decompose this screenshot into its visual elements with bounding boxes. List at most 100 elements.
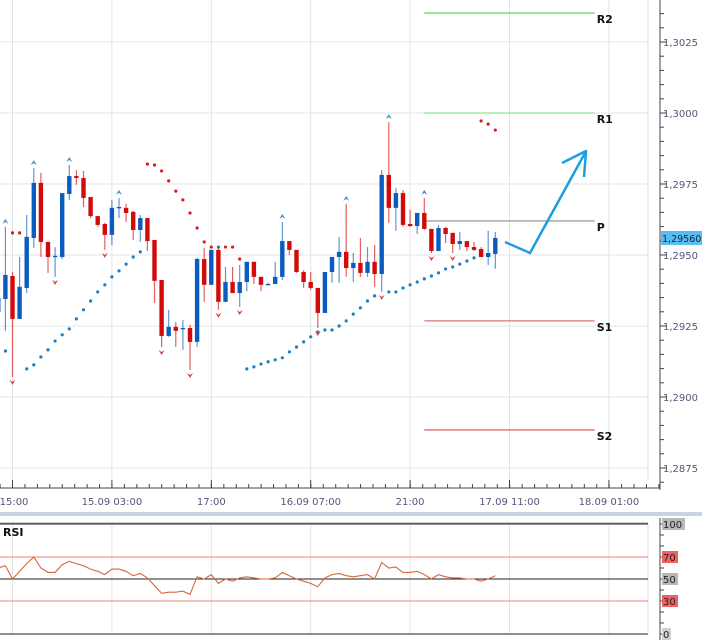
candle	[194, 257, 200, 348]
candle	[344, 203, 349, 277]
bear-candle-body	[429, 228, 434, 252]
fractal-down-icon	[101, 252, 108, 258]
bear-candle-body	[88, 197, 93, 217]
candle	[95, 216, 100, 227]
candle	[322, 272, 328, 313]
sar-dot	[145, 162, 149, 166]
time-tick-label: 18.09 01:00	[579, 497, 640, 508]
fractal-down-icon	[314, 330, 321, 336]
candle	[187, 324, 193, 371]
candle	[10, 272, 15, 377]
sar-dot	[493, 128, 497, 132]
candle	[74, 170, 79, 185]
bear-candle-body	[386, 174, 391, 208]
sar-dot	[273, 358, 277, 362]
candle	[450, 232, 455, 254]
bear-candle-body	[464, 241, 470, 248]
sar-dot	[365, 299, 370, 303]
fractal-up-icon	[66, 156, 73, 162]
candle	[45, 241, 51, 273]
arrow-head-icon	[561, 149, 588, 178]
candle	[329, 256, 335, 283]
bear-candle-body	[230, 281, 235, 294]
bear-candle-body	[422, 212, 427, 229]
bear-candle-body	[187, 327, 193, 342]
bull-candle-body	[52, 255, 58, 258]
sar-dot	[181, 198, 185, 202]
fractal-up-icon	[116, 189, 122, 195]
bull-candle-body	[493, 237, 498, 254]
sar-dot	[344, 319, 348, 323]
sar-dot	[25, 367, 29, 371]
bear-candle-body	[287, 241, 292, 250]
trend-arrow-annotation[interactable]	[504, 149, 588, 255]
sar-dot	[10, 231, 15, 235]
candle	[88, 197, 93, 219]
time-axis[interactable]: 15:00 15.09 03:00 17:00 16.09 07:00 21:00 17.…	[0, 480, 702, 516]
sar-dot	[337, 324, 341, 328]
candle	[223, 266, 228, 302]
rsi-level-badge	[662, 628, 671, 640]
sar-dot	[131, 255, 135, 259]
candle	[17, 256, 22, 319]
sar-dot	[358, 306, 362, 310]
candle	[407, 209, 413, 227]
bear-candle-body	[131, 211, 136, 231]
price-tick-label: 1,2975	[663, 180, 698, 191]
bull-candle-body	[180, 327, 186, 330]
candle	[336, 236, 342, 283]
candle	[478, 247, 484, 257]
bull-candle-body	[0, 297, 1, 312]
price-tick-label: 1,3000	[663, 109, 698, 120]
candle	[436, 224, 441, 252]
price-axis[interactable]: 1,2875 1,2900 1,2925 1,2950 1,2975 1,3000 1,30…	[659, 0, 702, 490]
sar-dot	[238, 257, 242, 261]
bear-candle-body	[443, 228, 448, 234]
candle	[159, 279, 164, 348]
bear-candle-body	[344, 251, 349, 269]
bear-candle-body	[301, 272, 306, 282]
sar-dot	[124, 262, 128, 266]
pivot-label-p: P	[597, 221, 605, 234]
bear-candle-body	[102, 224, 107, 235]
current-price-label: 1,29560	[662, 234, 701, 245]
candle	[145, 218, 150, 252]
bull-candle-body	[244, 261, 249, 282]
candle	[251, 261, 257, 284]
bull-candle-body	[322, 272, 328, 313]
sar-dot	[223, 245, 228, 249]
sar-dot	[60, 333, 64, 337]
bear-candle-body	[294, 249, 299, 273]
time-tick-label: 21:00	[396, 497, 425, 508]
sar-dot	[96, 290, 100, 294]
sar-dot	[422, 277, 426, 281]
fractal-down-icon	[158, 350, 165, 356]
sar-dot	[103, 283, 107, 287]
bull-candle-body	[109, 207, 115, 235]
candle	[280, 222, 285, 280]
bull-candle-body	[17, 286, 22, 319]
bull-candle-body	[393, 193, 399, 208]
price-tick-label: 1,2950	[663, 251, 698, 262]
candle	[202, 247, 207, 302]
bear-candle-body	[95, 216, 100, 225]
sar-dot	[444, 267, 448, 271]
sar-dot	[138, 250, 142, 254]
bull-candle-body	[116, 207, 122, 209]
sar-dot	[117, 269, 121, 273]
time-tick-label: 15:00	[0, 497, 28, 508]
bear-candle-body	[478, 249, 484, 257]
sar-dot	[330, 328, 334, 332]
bull-candle-body	[329, 256, 335, 273]
sar-dot	[160, 169, 164, 173]
sar-dot	[479, 119, 483, 123]
sar-dot	[302, 340, 306, 344]
bull-candle-body	[273, 276, 278, 284]
candle	[457, 231, 462, 250]
current-price-badge	[661, 230, 702, 245]
sar-dot	[294, 345, 299, 349]
sar-dot	[152, 163, 157, 167]
candle	[216, 247, 221, 310]
sar-dot	[209, 245, 213, 249]
